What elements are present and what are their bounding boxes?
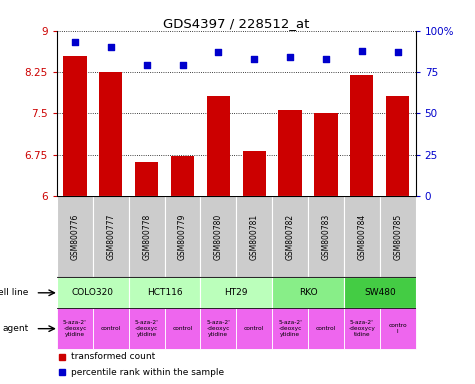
Bar: [308, 196, 344, 277]
Text: GSM800780: GSM800780: [214, 214, 223, 260]
Bar: [243, 151, 266, 196]
Bar: [57, 308, 93, 349]
Bar: [200, 277, 272, 308]
Bar: [129, 196, 165, 277]
Text: HT29: HT29: [225, 288, 248, 297]
Text: percentile rank within the sample: percentile rank within the sample: [71, 368, 225, 377]
Bar: [57, 196, 93, 277]
Bar: [165, 308, 200, 349]
Bar: [99, 72, 123, 196]
Bar: [272, 308, 308, 349]
Bar: [200, 196, 237, 277]
Text: COLO320: COLO320: [72, 288, 114, 297]
Text: RKO: RKO: [299, 288, 317, 297]
Bar: [272, 277, 344, 308]
Bar: [344, 277, 416, 308]
Bar: [386, 96, 409, 196]
Text: agent: agent: [2, 324, 28, 333]
Bar: [314, 114, 338, 196]
Text: GSM800785: GSM800785: [393, 214, 402, 260]
Text: 5-aza-2'
-deoxycy
tidine: 5-aza-2' -deoxycy tidine: [348, 320, 375, 337]
Text: GSM800779: GSM800779: [178, 214, 187, 260]
Text: GSM800777: GSM800777: [106, 214, 115, 260]
Text: GSM800782: GSM800782: [285, 214, 294, 260]
Text: 5-aza-2'
-deoxyc
ytidine: 5-aza-2' -deoxyc ytidine: [63, 320, 87, 337]
Bar: [237, 308, 272, 349]
Bar: [350, 75, 373, 196]
Bar: [129, 277, 200, 308]
Point: [71, 39, 79, 45]
Bar: [380, 196, 416, 277]
Text: 5-aza-2'
-deoxyc
ytidine: 5-aza-2' -deoxyc ytidine: [278, 320, 302, 337]
Bar: [93, 196, 129, 277]
Point: [322, 56, 330, 62]
Point: [250, 56, 258, 62]
Text: control: control: [172, 326, 193, 331]
Text: GSM800783: GSM800783: [322, 214, 331, 260]
Bar: [308, 308, 344, 349]
Text: GSM800784: GSM800784: [357, 214, 366, 260]
Text: control: control: [244, 326, 265, 331]
Bar: [135, 162, 158, 196]
Text: contro
l: contro l: [389, 323, 407, 334]
Bar: [237, 196, 272, 277]
Bar: [165, 196, 200, 277]
Bar: [63, 56, 86, 196]
Point: [358, 48, 366, 54]
Bar: [200, 308, 237, 349]
Bar: [207, 96, 230, 196]
Point: [394, 49, 401, 55]
Text: control: control: [101, 326, 121, 331]
Text: GSM800776: GSM800776: [70, 214, 79, 260]
Text: GSM800778: GSM800778: [142, 214, 151, 260]
Text: GSM800781: GSM800781: [250, 214, 259, 260]
Text: transformed count: transformed count: [71, 352, 156, 361]
Bar: [57, 277, 129, 308]
Point: [107, 44, 114, 50]
Bar: [171, 156, 194, 196]
Text: HCT116: HCT116: [147, 288, 182, 297]
Text: 5-aza-2'
-deoxyc
ytidine: 5-aza-2' -deoxyc ytidine: [135, 320, 159, 337]
Point: [215, 49, 222, 55]
Bar: [93, 308, 129, 349]
Bar: [344, 196, 380, 277]
Text: 5-aza-2'
-deoxyc
ytidine: 5-aza-2' -deoxyc ytidine: [207, 320, 230, 337]
Bar: [129, 308, 165, 349]
Text: control: control: [316, 326, 336, 331]
Point: [286, 54, 294, 60]
Text: SW480: SW480: [364, 288, 396, 297]
Point: [143, 63, 151, 69]
Bar: [344, 308, 380, 349]
Bar: [380, 308, 416, 349]
Text: cell line: cell line: [0, 288, 28, 297]
Bar: [272, 196, 308, 277]
Point: [179, 63, 186, 69]
Bar: [278, 109, 302, 196]
Title: GDS4397 / 228512_at: GDS4397 / 228512_at: [163, 17, 310, 30]
